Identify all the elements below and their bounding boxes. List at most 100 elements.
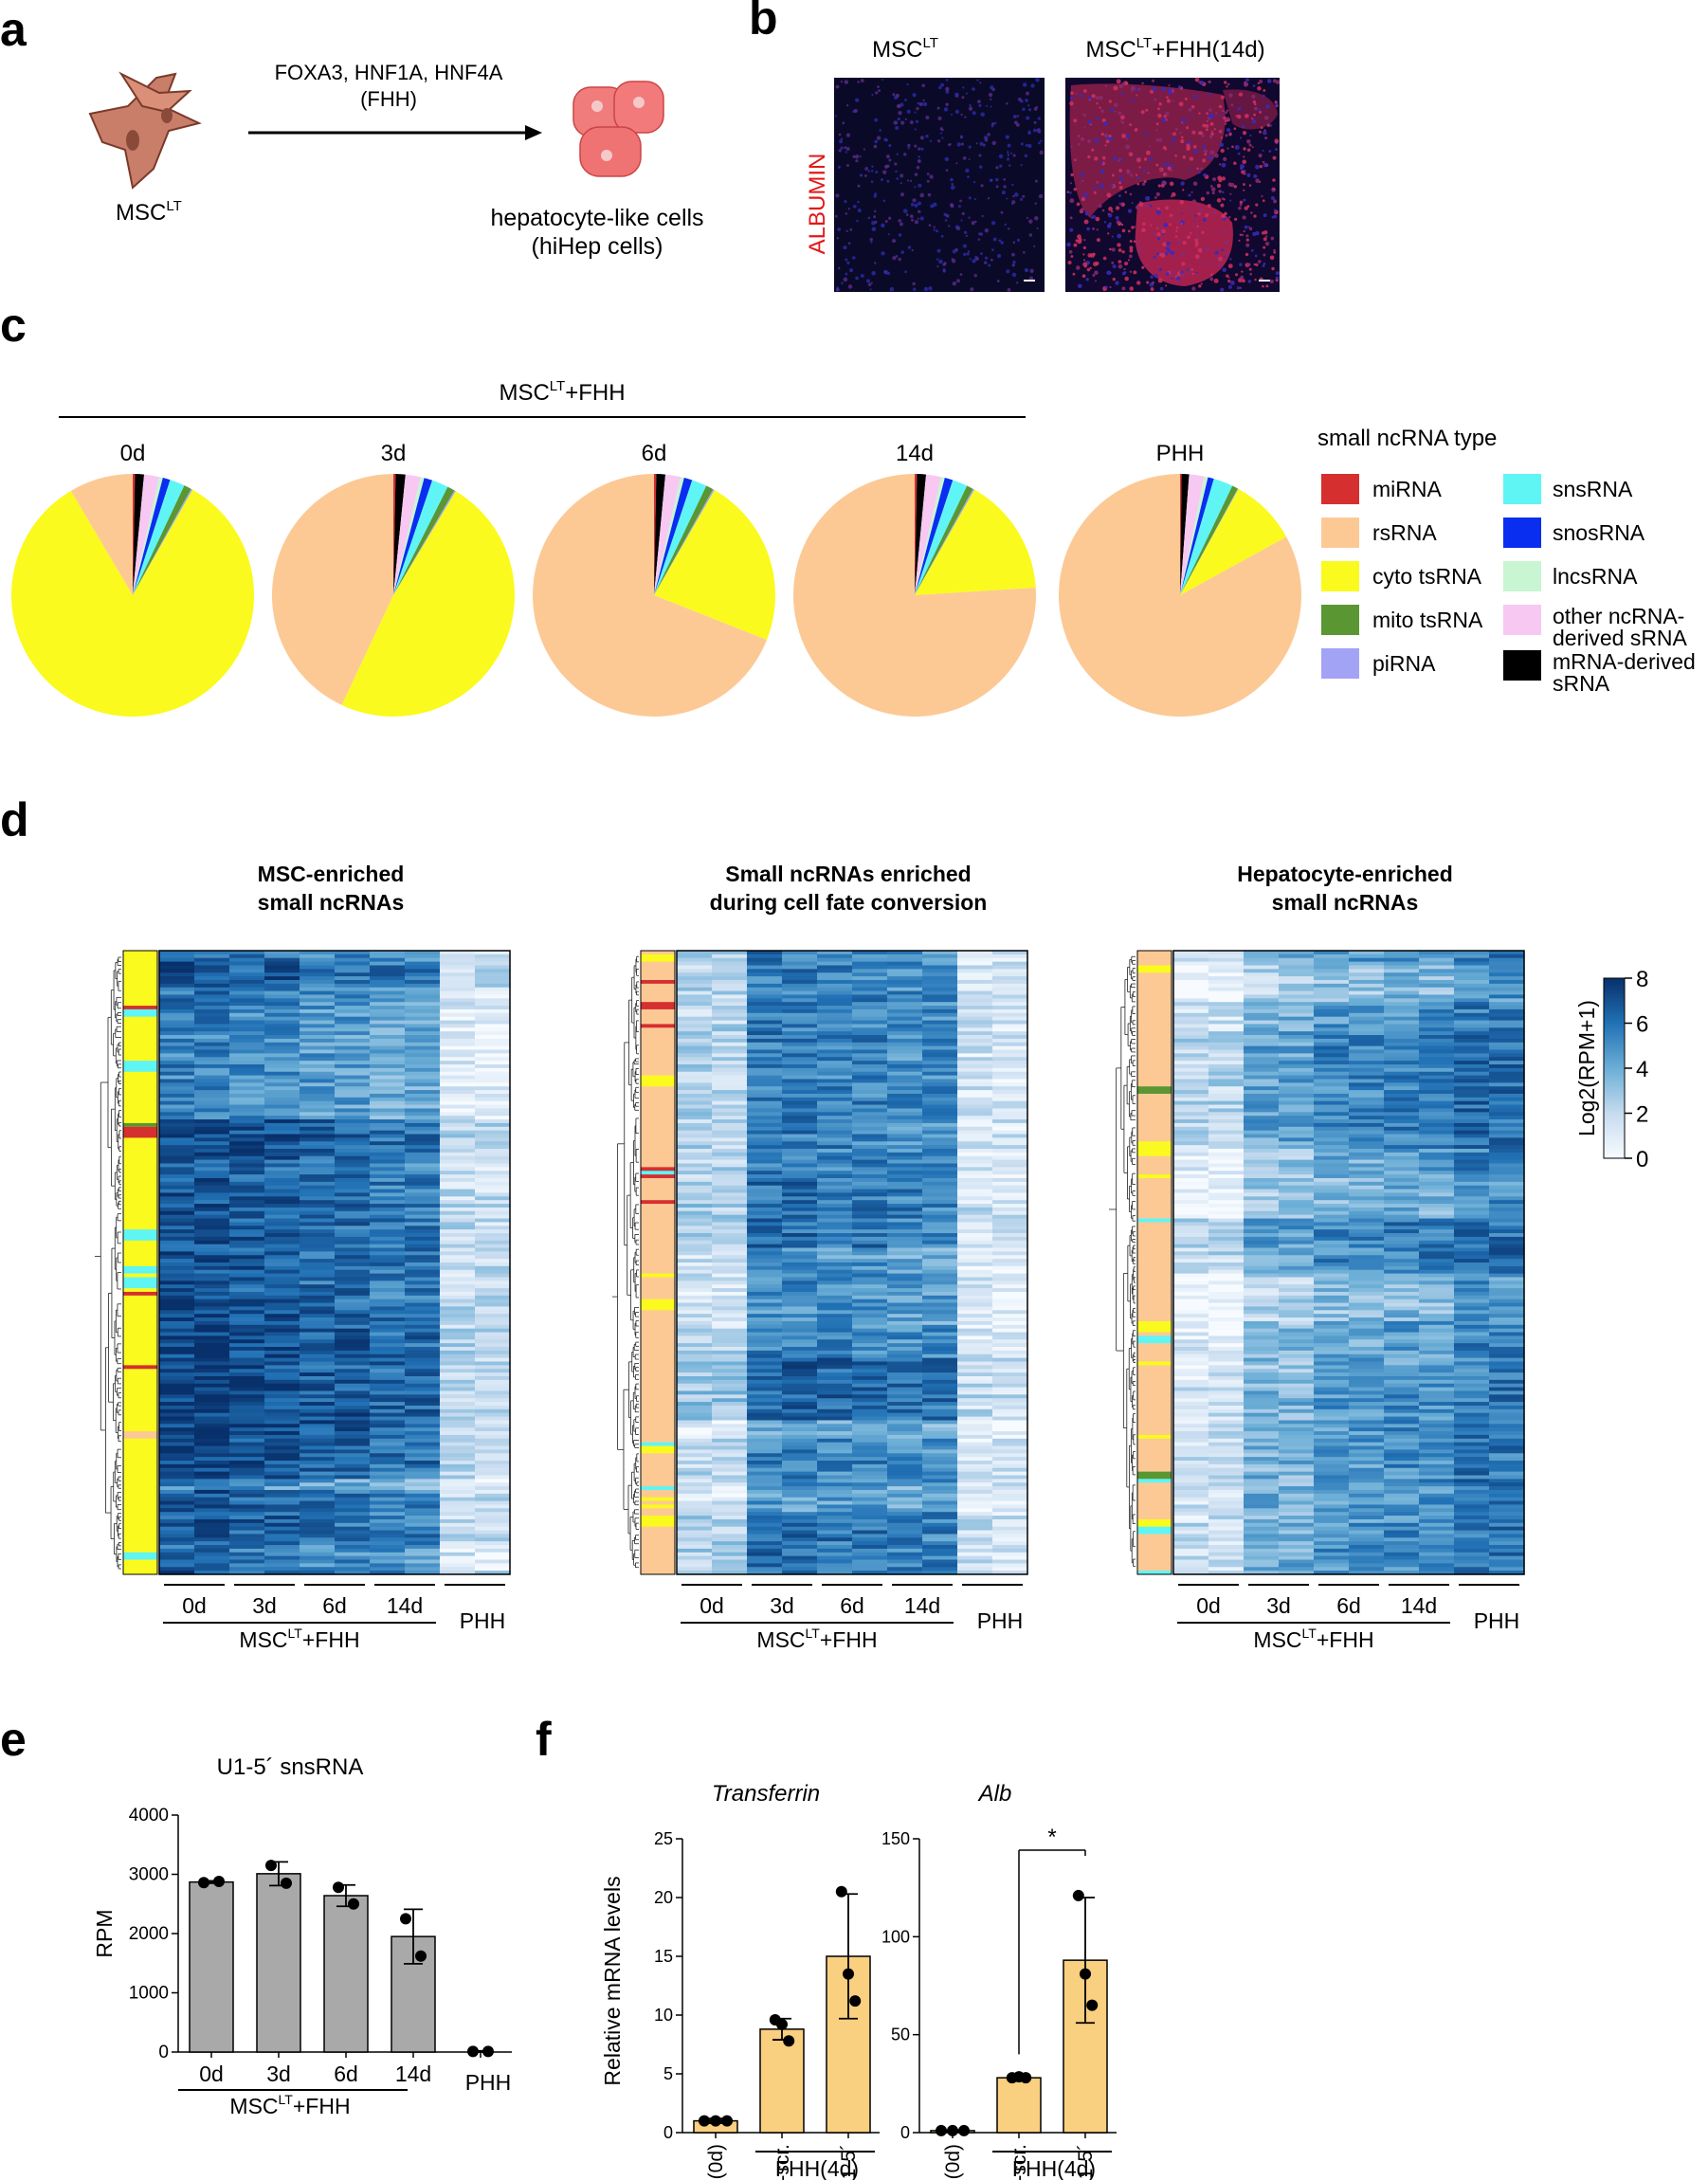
heatmap-cell xyxy=(712,1137,748,1142)
heatmap-cell xyxy=(782,1226,818,1230)
heatmap-cell xyxy=(817,957,853,963)
heatmap-cell xyxy=(712,1537,748,1542)
heatmap-cell xyxy=(887,1016,923,1022)
heatmap-cell xyxy=(159,1284,195,1289)
heatmap-cell xyxy=(677,1405,713,1410)
heatmap-cell xyxy=(405,1427,441,1432)
heatmap-cell xyxy=(782,1347,818,1352)
heatmap-cell xyxy=(405,1207,441,1212)
heatmap-cell xyxy=(1208,1192,1245,1197)
heatmap-cell xyxy=(194,1548,230,1553)
heatmap-cell xyxy=(229,1420,265,1425)
heatmap-cell xyxy=(992,1247,1028,1252)
heatmap-cell xyxy=(992,1265,1028,1271)
heatmap-cell xyxy=(817,1449,853,1454)
heatmap-cell xyxy=(475,1302,511,1308)
heatmap-cell xyxy=(1208,1281,1245,1285)
heatmap-cell xyxy=(475,1508,511,1513)
heatmap-cell xyxy=(1454,1445,1490,1450)
heatmap-cell xyxy=(747,1192,783,1197)
heatmap-cell xyxy=(992,1137,1028,1142)
heatmap-cell xyxy=(1419,951,1455,955)
heatmap-cell xyxy=(335,1020,371,1026)
heatmap-cell xyxy=(852,1375,888,1381)
heatmap-cell xyxy=(440,1273,476,1279)
heatmap-cell xyxy=(1384,1463,1420,1469)
heatmap-cell xyxy=(335,1555,371,1561)
heatmap-cell xyxy=(747,1324,783,1330)
heatmap-cell xyxy=(1454,1045,1490,1051)
heatmap-cell xyxy=(817,1090,853,1095)
heatmap-cell xyxy=(229,957,265,963)
heatmap-cell xyxy=(1454,1020,1490,1026)
heatmap-cell xyxy=(747,1222,783,1226)
heatmap-cell xyxy=(677,1229,713,1234)
heatmap-cell xyxy=(475,1320,511,1326)
heatmap-cell xyxy=(300,1086,336,1091)
heatmap-cell xyxy=(194,1024,230,1028)
heatmap-cell xyxy=(887,1299,923,1304)
heatmap-cell xyxy=(264,1042,300,1047)
heatmap-cell xyxy=(992,1445,1028,1450)
heatmap-cell xyxy=(300,1288,336,1293)
heatmap-cell xyxy=(817,1412,853,1418)
heatmap-cell xyxy=(300,1449,336,1454)
heatmap-cell xyxy=(712,1057,748,1062)
heatmap-cell xyxy=(264,1394,300,1399)
heatmap-cell xyxy=(1208,1449,1245,1454)
heatmap-cell xyxy=(335,1405,371,1410)
heatmap-cell xyxy=(300,1408,336,1414)
heatmap-cell xyxy=(300,1130,336,1135)
heatmap-cell xyxy=(957,1420,993,1425)
heatmap-cell xyxy=(1173,1035,1209,1040)
heatmap-cell xyxy=(475,1431,511,1436)
heatmap-cell xyxy=(957,1181,993,1187)
heatmap-cell xyxy=(747,1328,783,1334)
heatmap-cell xyxy=(1208,1431,1245,1436)
heatmap-cell xyxy=(1489,1343,1525,1348)
heatmap-cell xyxy=(229,1375,265,1381)
heatmap-cell xyxy=(1419,1122,1455,1128)
heatmap-cell xyxy=(817,1328,853,1334)
heatmap-cell xyxy=(194,1171,230,1175)
heatmap-cell xyxy=(1279,961,1315,967)
heatmap-cell xyxy=(677,1365,713,1370)
heatmap-cell xyxy=(264,1240,300,1245)
heatmap-cell xyxy=(1454,1412,1490,1418)
heatmap-cell xyxy=(475,1222,511,1226)
heatmap-cell xyxy=(264,1343,300,1348)
heatmap-cell xyxy=(475,1086,511,1091)
heatmap-cell xyxy=(264,1263,300,1267)
heatmap-cell xyxy=(957,1071,993,1077)
heatmap-cell xyxy=(370,1273,406,1279)
heatmap-cell xyxy=(1279,1431,1315,1436)
heatmap-cell xyxy=(957,1489,993,1495)
heatmap-cell xyxy=(475,1006,511,1010)
heatmap-cell xyxy=(782,1457,818,1462)
heatmap-cell xyxy=(712,1424,748,1428)
heatmap-cell xyxy=(1454,1002,1490,1007)
heatmap-cell xyxy=(335,1467,371,1473)
heatmap-cell xyxy=(712,1302,748,1308)
heatmap-cell xyxy=(887,1402,923,1407)
heatmap-cell xyxy=(712,1174,748,1179)
heatmap-cell xyxy=(440,1233,476,1238)
heatmap-cell xyxy=(229,1445,265,1450)
heatmap-cell xyxy=(1244,1236,1280,1242)
heatmap-cell xyxy=(194,1207,230,1212)
heatmap-cell xyxy=(335,1119,371,1124)
heatmap-cell xyxy=(782,1145,818,1150)
heatmap-cell xyxy=(475,1067,511,1073)
heatmap-cell xyxy=(1279,957,1315,963)
heatmap-cell xyxy=(194,1339,230,1344)
heatmap-cell xyxy=(922,994,958,999)
heatmap-cell xyxy=(264,1493,300,1499)
heatmap-cell xyxy=(300,1218,336,1224)
heatmap-cell xyxy=(335,998,371,1003)
heatmap-cell xyxy=(1208,1438,1245,1444)
heatmap-cell xyxy=(817,1291,853,1297)
heatmap-cell xyxy=(992,1200,1028,1205)
heatmap-cell xyxy=(852,1251,888,1256)
heatmap-cell xyxy=(229,1526,265,1532)
heatmap-cell xyxy=(1489,1038,1525,1044)
